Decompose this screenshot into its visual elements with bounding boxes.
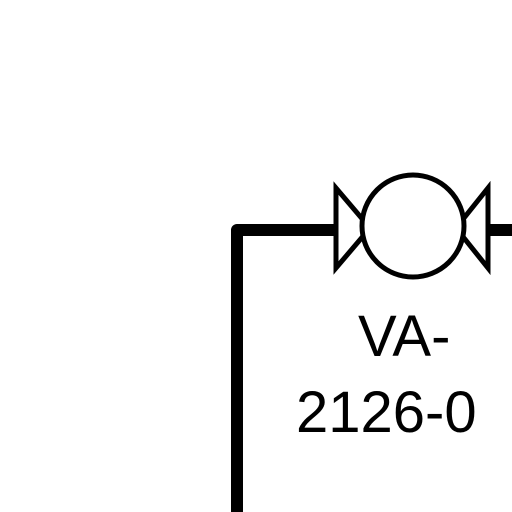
- pipe-line: [231, 224, 336, 512]
- valve-left-wing: [333, 181, 374, 275]
- valve-tag-line1: VA-: [358, 304, 451, 369]
- valve-right-wing: [452, 180, 491, 276]
- valve-body-circle: [359, 172, 467, 280]
- valve-icon: [333, 172, 491, 280]
- valve-tag-line2: 2126-0: [296, 380, 477, 445]
